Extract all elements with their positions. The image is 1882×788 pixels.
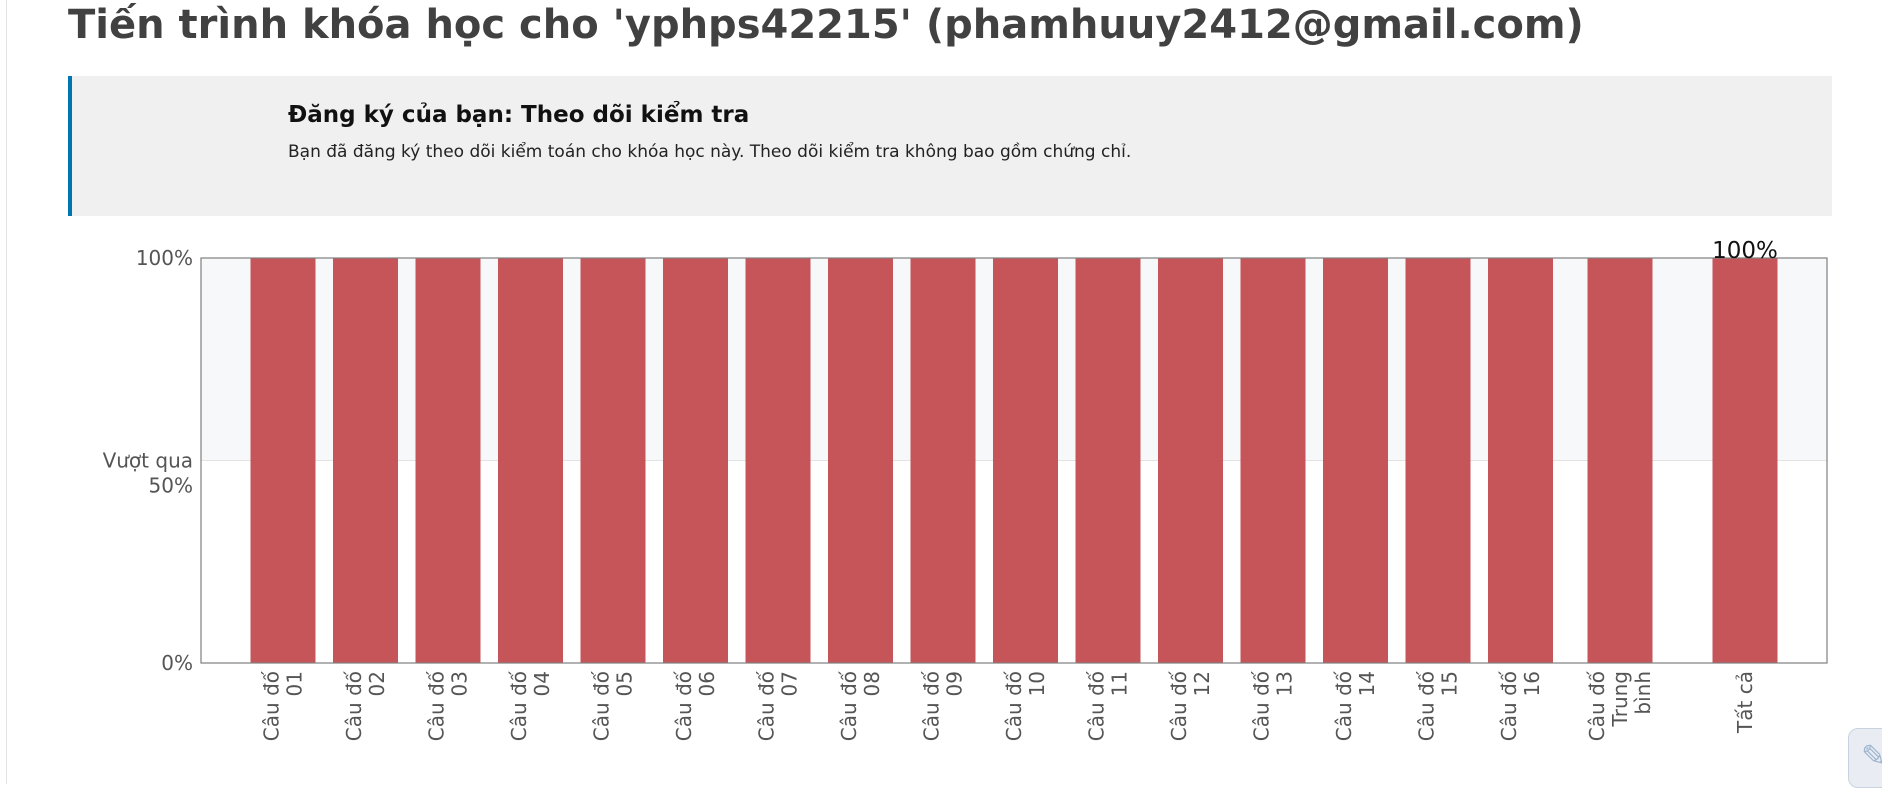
total-label: 100%: [1712, 238, 1778, 264]
x-tick-line: Câu đố: [1585, 670, 1609, 741]
x-tick-label: Câu đố 12: [1167, 670, 1214, 741]
x-tick-line: Tất cả: [1733, 671, 1757, 734]
bar: [250, 258, 316, 663]
bar: [663, 258, 728, 663]
y-tick-label: 100%: [136, 246, 193, 270]
x-tick-line: 05: [613, 671, 637, 696]
x-tick-line: 06: [695, 671, 719, 696]
x-tick-label: Câu đố 15: [1415, 670, 1462, 741]
x-tick-line: 04: [530, 671, 554, 696]
bar: [415, 258, 481, 663]
bar: [580, 258, 646, 663]
x-tick-line: 12: [1190, 671, 1214, 696]
x-tick-line: Câu đố: [1002, 670, 1026, 741]
x-tick-line: Câu đố: [920, 670, 944, 741]
enrollment-banner: Đăng ký của bạn: Theo dõi kiểm tra Bạn đ…: [68, 76, 1832, 216]
x-tick-line: Câu đố: [1167, 670, 1191, 741]
bar: [1587, 258, 1653, 663]
x-tick-line: 10: [1025, 671, 1049, 696]
x-tick-label: Câu đố 05: [590, 670, 637, 741]
bar: [1488, 258, 1553, 663]
y-tick-label: 0%: [161, 651, 193, 675]
x-tick-line: Câu đố: [755, 670, 779, 741]
bar: [333, 258, 398, 663]
x-tick-label: Câu đố 13: [1250, 670, 1297, 741]
x-tick-line: Câu đố: [425, 670, 449, 741]
y-tick-label: Vượt qua 50%: [103, 449, 193, 498]
x-tick-label: Câu đố 04: [507, 670, 554, 741]
x-tick-line: Câu đố: [507, 670, 531, 741]
x-tick-line: Trung: [1608, 671, 1632, 728]
x-tick-label: Câu đố 07: [755, 670, 802, 741]
enrollment-title: Đăng ký của bạn: Theo dõi kiểm tra: [288, 102, 750, 128]
bar: [498, 258, 563, 663]
edit-icon[interactable]: ✎: [1848, 728, 1882, 788]
plot-frame: [200, 257, 1828, 664]
bar: [993, 258, 1058, 663]
x-tick-label: Câu đố 14: [1332, 670, 1379, 741]
bar: [910, 258, 976, 663]
x-tick-line: 11: [1108, 671, 1132, 696]
bar: [1158, 258, 1223, 663]
x-tick-label: Tất cả: [1733, 671, 1757, 734]
page-left-border: [6, 0, 7, 784]
bar: [1405, 258, 1471, 663]
x-tick-line: Câu đố: [837, 670, 861, 741]
x-tick-line: Câu đố: [342, 670, 366, 741]
x-tick-line: 09: [943, 671, 967, 696]
bar: [1075, 258, 1141, 663]
bar: [745, 258, 811, 663]
x-tick-line: 08: [860, 671, 884, 696]
bar: [1712, 258, 1778, 663]
page-title: Tiến trình khóa học cho 'yphps42215' (ph…: [68, 2, 1584, 48]
x-tick-line: 14: [1355, 671, 1379, 696]
x-tick-line: 03: [448, 671, 472, 696]
x-tick-line: Câu đố: [1250, 670, 1274, 741]
x-tick-label: Câu đố Trung bình: [1585, 670, 1655, 741]
x-tick-line: Câu đố: [672, 670, 696, 741]
x-tick-label: Câu đố 11: [1085, 670, 1132, 741]
x-tick-line: 13: [1273, 671, 1297, 696]
bar: [828, 258, 893, 663]
x-tick-line: 01: [283, 671, 307, 696]
enrollment-message: Bạn đã đăng ký theo dõi kiểm toán cho kh…: [288, 142, 1132, 162]
x-tick-line: Câu đố: [1332, 670, 1356, 741]
x-tick-label: Câu đố 03: [425, 670, 472, 741]
x-tick-label: Câu đố 08: [837, 670, 884, 741]
x-tick-label: Câu đố 10: [1002, 670, 1049, 741]
x-tick-line: 16: [1520, 671, 1544, 696]
x-tick-label: Câu đố 02: [342, 670, 389, 741]
bar: [1323, 258, 1388, 663]
x-tick-line: Câu đố: [1415, 670, 1439, 741]
bar: [1240, 258, 1306, 663]
x-tick-line: 02: [365, 671, 389, 696]
x-tick-line: Câu đố: [590, 670, 614, 741]
x-tick-label: Câu đố 09: [920, 670, 967, 741]
x-tick-label: Câu đố 06: [672, 670, 719, 741]
x-tick-label: Câu đố 16: [1497, 670, 1544, 741]
x-tick-line: 15: [1438, 671, 1462, 696]
x-tick-line: Câu đố: [260, 670, 284, 741]
x-tick-line: Câu đố: [1085, 670, 1109, 741]
x-tick-line: bình: [1631, 671, 1655, 715]
x-tick-label: Câu đố 01: [260, 670, 307, 741]
x-tick-line: Câu đố: [1497, 670, 1521, 741]
x-tick-line: 07: [778, 671, 802, 696]
